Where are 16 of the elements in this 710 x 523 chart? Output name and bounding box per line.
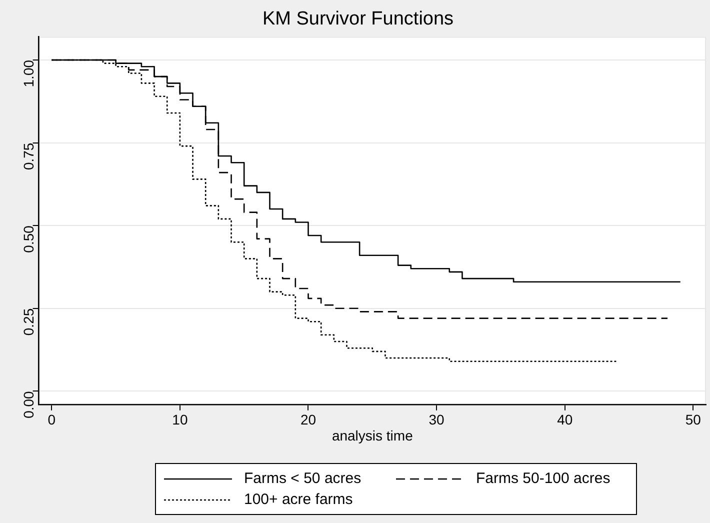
legend-label: Farms < 50 acres: [244, 470, 362, 487]
x-tick-label: 20: [300, 412, 316, 428]
y-tick-label: 1.00: [20, 60, 37, 88]
y-tick-label: 0.25: [20, 308, 37, 336]
chart-title: KM Survivor Functions: [262, 8, 454, 30]
x-tick-label: 0: [48, 412, 56, 428]
x-tick-label: 50: [685, 412, 702, 428]
legend-label: 100+ acre farms: [244, 491, 353, 508]
x-tick-label: 40: [557, 412, 573, 428]
x-axis-title: analysis time: [332, 427, 414, 444]
legend-label: Farms 50-100 acres: [476, 470, 610, 487]
x-tick-label: 30: [428, 412, 445, 428]
y-tick-label: 0.75: [20, 142, 37, 170]
y-tick-label: 0.50: [20, 225, 37, 253]
y-tick-label: 0.00: [20, 390, 37, 418]
x-tick-label: 10: [172, 412, 188, 428]
